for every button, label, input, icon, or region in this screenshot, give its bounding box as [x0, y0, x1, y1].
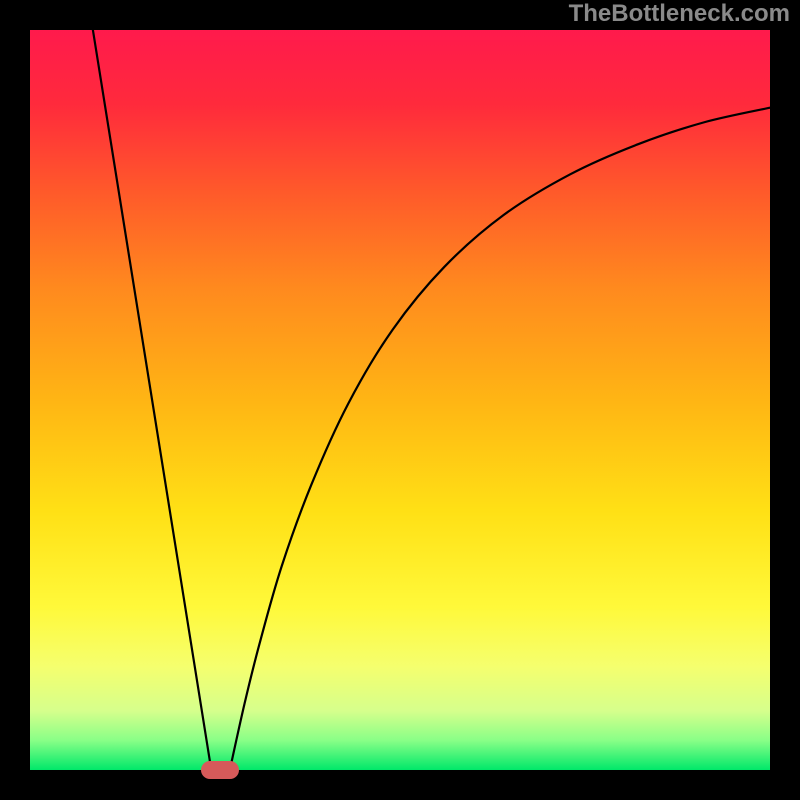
watermark-text: TheBottleneck.com	[569, 0, 790, 28]
curve-layer	[0, 0, 800, 800]
chart-container: { "watermark": { "text": "TheBottleneck.…	[0, 0, 800, 800]
optimal-marker	[201, 761, 239, 779]
